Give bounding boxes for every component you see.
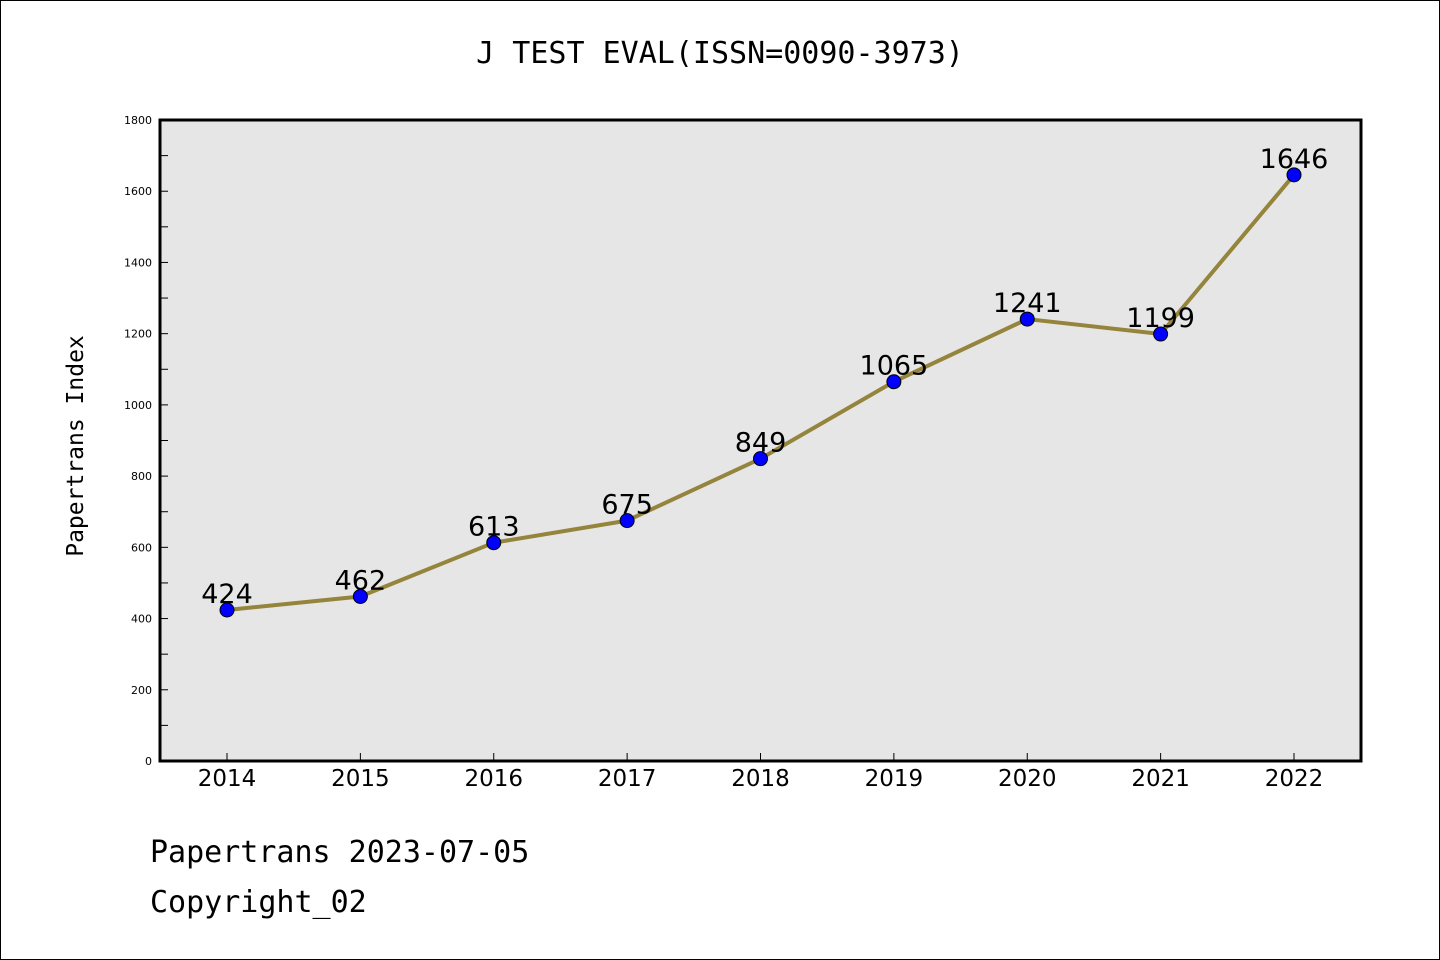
data-label: 675 — [601, 490, 653, 521]
y-tick-label: 0 — [145, 755, 152, 768]
data-point — [1019, 311, 1035, 327]
y-tick-label: 1200 — [124, 328, 152, 341]
data-point — [1286, 167, 1302, 183]
footer-copyright: Copyright_02 — [150, 885, 367, 920]
x-tick-label: 2022 — [1265, 766, 1324, 792]
x-tick-label: 2016 — [464, 766, 523, 792]
data-labels: 424 462 613 675 849 1065 1241 1199 1646 — [201, 144, 1328, 610]
x-axis: 2014 2015 2016 2017 2018 2019 2020 2021 2022 — [198, 753, 1324, 792]
data-label: 1241 — [993, 288, 1062, 319]
plot-border — [158, 118, 1363, 763]
data-label: 424 — [201, 579, 253, 610]
y-tick-label: 1800 — [124, 114, 152, 127]
series-markers — [219, 167, 1302, 618]
data-point — [619, 513, 635, 529]
data-point — [886, 374, 902, 390]
y-tick-label: 400 — [131, 613, 152, 626]
data-label: 1199 — [1126, 303, 1195, 334]
data-point — [352, 588, 368, 604]
plot-area — [160, 120, 1361, 761]
y-tick-label: 600 — [131, 541, 152, 554]
x-tick-label: 2017 — [598, 766, 657, 792]
footer-date: Papertrans 2023-07-05 — [150, 835, 530, 870]
data-label: 1646 — [1260, 144, 1329, 175]
y-tick-label: 800 — [131, 470, 152, 483]
chart-title: J TEST EVAL(ISSN=0090-3973) — [476, 36, 964, 71]
y-tick-label: 1600 — [124, 185, 152, 198]
x-tick-label: 2020 — [998, 766, 1057, 792]
data-point — [219, 602, 235, 618]
data-point — [486, 535, 502, 551]
y-tick-label: 1400 — [124, 256, 152, 269]
data-label: 462 — [335, 565, 387, 596]
data-point — [1153, 326, 1169, 342]
y-tick-label: 200 — [131, 684, 152, 697]
x-tick-label: 2021 — [1131, 766, 1190, 792]
y-tick-label: 1000 — [124, 399, 152, 412]
data-label: 849 — [735, 428, 787, 459]
x-tick-label: 2014 — [198, 766, 257, 792]
data-label: 613 — [468, 512, 520, 543]
x-tick-label: 2019 — [865, 766, 924, 792]
data-point — [753, 451, 768, 467]
x-tick-label: 2015 — [331, 766, 390, 792]
x-tick-label: 2018 — [731, 766, 790, 792]
data-label: 1065 — [860, 351, 929, 382]
